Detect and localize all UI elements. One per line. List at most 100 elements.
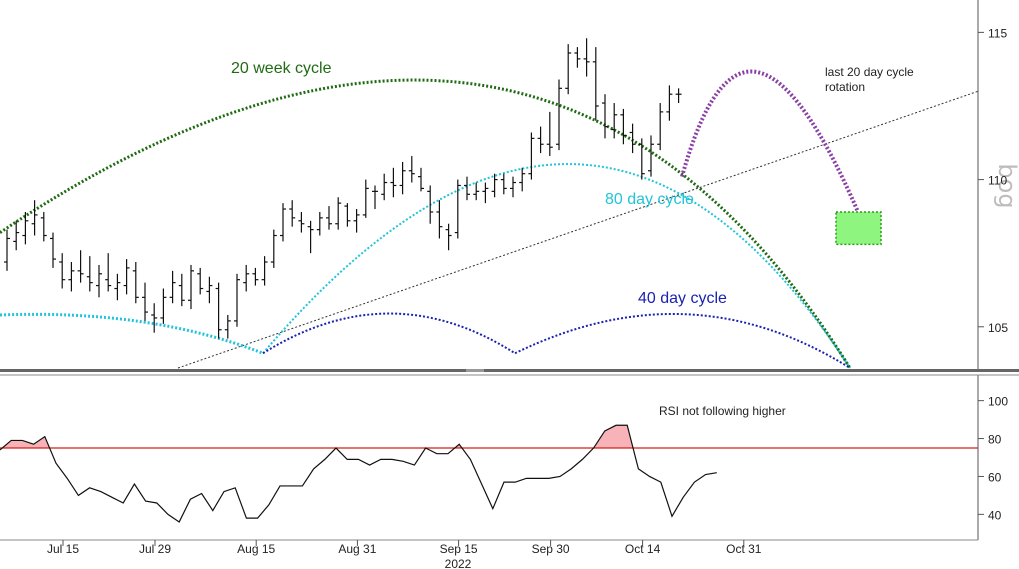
ohlc-bar	[362, 179, 369, 218]
panel-separator-handle[interactable]	[466, 369, 484, 372]
annotation-40-day-cycle: 40 day cycle	[638, 290, 727, 307]
x-axis-year-label: 2022	[445, 557, 472, 569]
ohlc-bar	[611, 103, 618, 139]
ohlc-bar	[500, 173, 507, 195]
ohlc-bar	[261, 256, 268, 286]
ohlc-bar	[68, 262, 75, 292]
price-y-tick-label: 105	[988, 321, 1008, 335]
ohlc-bar	[666, 85, 673, 121]
annotation-20-day-rotation: last 20 day cycle rotation	[825, 65, 914, 94]
rsi-overbought-shade	[593, 425, 634, 449]
ohlc-bar	[482, 182, 489, 204]
ohlc-bar	[206, 276, 213, 304]
ohlc-bar	[638, 138, 645, 180]
ohlc-bar	[675, 88, 682, 104]
ohlc-bar	[344, 203, 351, 227]
ohlc-bar	[565, 44, 572, 95]
ohlc-bar	[86, 256, 93, 292]
ohlc-bar	[4, 229, 10, 271]
ohlc-bar	[657, 103, 664, 151]
price-y-tick-label: 110	[988, 174, 1007, 188]
ohlc-bar	[629, 123, 636, 154]
cycle-40-day-line-1	[262, 312, 516, 355]
ohlc-bar	[123, 259, 130, 295]
rsi-series-line	[0, 424, 717, 523]
cycle-80-day-line-left	[0, 312, 264, 355]
ohlc-bar	[59, 253, 66, 289]
ohlc-bar	[546, 111, 553, 157]
cycle-40-day-line-2	[514, 312, 851, 369]
x-tick-label: Oct 14	[625, 542, 661, 556]
ohlc-bar	[528, 132, 535, 180]
x-tick-label: Sep 30	[532, 542, 570, 556]
ohlc-bar	[188, 264, 194, 310]
ohlc-bar	[132, 262, 139, 304]
ohlc-bar	[234, 273, 240, 327]
ohlc-bar	[197, 267, 204, 295]
ohlc-bar	[252, 267, 259, 286]
ohlc-bar	[381, 173, 388, 201]
ohlc-bar	[298, 211, 305, 233]
ohlc-bar	[445, 223, 452, 251]
ohlc-bar	[436, 200, 443, 239]
axes: 105 110 115 40 60 80 100 Jul 15 Jul 29 Aug 15 Aug …	[47, 26, 1008, 556]
ohlc-bar	[620, 108, 627, 145]
ohlc-bar	[243, 264, 250, 292]
annotation-line: rotation	[825, 80, 865, 94]
cycle-80-day-line	[262, 163, 851, 369]
ohlc-bar	[583, 38, 590, 77]
ohlc-bar	[473, 182, 480, 201]
ohlc-bar	[280, 203, 286, 242]
x-tick-label: Sep 15	[440, 542, 478, 556]
ohlc-bar	[307, 220, 314, 254]
x-tick-label: Oct 31	[726, 542, 762, 556]
annotation-80-day-cycle: 80 day cycle	[605, 191, 694, 208]
ohlc-bar	[289, 200, 296, 227]
ohlc-bar	[326, 206, 332, 230]
ohlc-bar	[390, 167, 397, 198]
ohlc-bar	[316, 211, 323, 236]
ohlc-bar	[427, 185, 434, 224]
x-tick-label: Jul 29	[139, 542, 171, 556]
ohlc-bar	[372, 185, 378, 210]
ohlc-bar	[114, 273, 121, 301]
ohlc-bar	[648, 135, 654, 177]
ohlc-bar	[464, 176, 470, 201]
ohlc-bar	[77, 250, 84, 283]
annotation-20-week-cycle: 20 week cycle	[231, 60, 332, 77]
x-tick-label: Aug 15	[237, 542, 275, 556]
price-panel	[0, 38, 979, 369]
ohlc-bar	[574, 47, 581, 68]
ohlc-bar	[335, 197, 342, 230]
ohlc-bar	[22, 211, 29, 245]
ohlc-bar	[142, 282, 148, 321]
ohlc-bar	[160, 288, 167, 324]
rsi-panel	[0, 424, 978, 523]
ohlc-bar	[151, 303, 158, 333]
x-tick-label: Aug 31	[338, 542, 376, 556]
target-box	[835, 211, 882, 246]
annotation-rsi: RSI not following higher	[659, 404, 786, 418]
ohlc-bar	[491, 173, 498, 198]
ohlc-bar	[169, 270, 176, 304]
ohlc-bar	[270, 229, 277, 268]
ohlc-bar	[31, 200, 38, 236]
annotation-line: last 20 day cycle	[825, 65, 914, 79]
rsi-overbought-shade	[2, 436, 50, 449]
ohlc-bar	[96, 264, 102, 298]
ohlc-bar	[224, 315, 231, 339]
ohlc-bar	[519, 167, 526, 192]
ohlc-bar	[408, 156, 415, 183]
ohlc-bar	[592, 47, 599, 121]
ohlc-bar	[602, 94, 608, 139]
ohlc-bar	[105, 253, 112, 292]
ohlc-bar	[454, 179, 461, 239]
ohlc-bar	[510, 176, 516, 198]
rsi-y-tick-label: 80	[988, 433, 1002, 447]
cycle-20-week-line	[0, 78, 852, 369]
ohlc-bar	[556, 79, 562, 151]
ohlc-bar	[353, 209, 360, 233]
panel-separator[interactable]	[0, 369, 1019, 372]
